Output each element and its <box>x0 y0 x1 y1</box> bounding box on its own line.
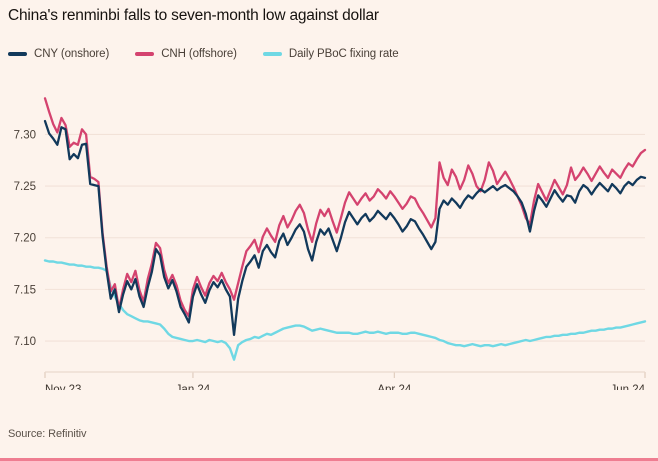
gridlines <box>45 133 645 342</box>
y-tick-label: 7.10 <box>14 336 36 348</box>
legend-item-pboc[interactable]: Daily PBoC fixing rate <box>262 46 399 62</box>
legend-item-cny[interactable]: CNY (onshore) <box>8 46 109 62</box>
chart-legend: CNY (onshore) CNH (offshore) Daily PBoC … <box>8 46 399 62</box>
line-swatch-icon <box>262 52 282 56</box>
x-axis-tick-labels: Nov 23 Jan 24 Apr 24 Jun 24 <box>45 384 646 390</box>
chart-svg: 7.10 7.15 7.20 7.25 7.30 Nov 23 Jan 24 Apr 24 J… <box>14 97 647 390</box>
y-tick-label: 7.25 <box>14 181 36 193</box>
series-line <box>43 259 647 361</box>
series-lines <box>43 97 647 361</box>
plot-area: 7.10 7.15 7.20 7.25 7.30 Nov 23 Jan 24 Apr 24 J… <box>0 78 658 390</box>
legend-item-cnh[interactable]: CNH (offshore) <box>135 46 237 62</box>
source-note: Source: Refinitiv <box>8 428 87 440</box>
line-swatch-icon <box>8 52 27 56</box>
y-tick-label: 7.30 <box>14 129 36 141</box>
x-axis-ticks <box>44 372 646 378</box>
x-tick-label: Apr 24 <box>377 384 411 390</box>
legend-label-cny: CNY (onshore) <box>34 48 110 60</box>
series-line <box>43 97 647 318</box>
legend-label-cnh: CNH (offshore) <box>161 48 237 60</box>
series-line <box>43 119 647 336</box>
y-tick-label: 7.15 <box>14 284 36 296</box>
legend-label-pboc: Daily PBoC fixing rate <box>288 48 399 60</box>
y-axis-tick-labels: 7.10 7.15 7.20 7.25 7.30 <box>14 129 36 348</box>
page-title: China's renminbi falls to seven-month lo… <box>8 7 379 24</box>
x-tick-label: Nov 23 <box>45 384 81 390</box>
x-tick-label: Jun 24 <box>610 384 645 390</box>
y-tick-label: 7.20 <box>14 233 36 245</box>
line-swatch-icon <box>135 52 155 56</box>
x-tick-label: Jan 24 <box>176 384 211 390</box>
